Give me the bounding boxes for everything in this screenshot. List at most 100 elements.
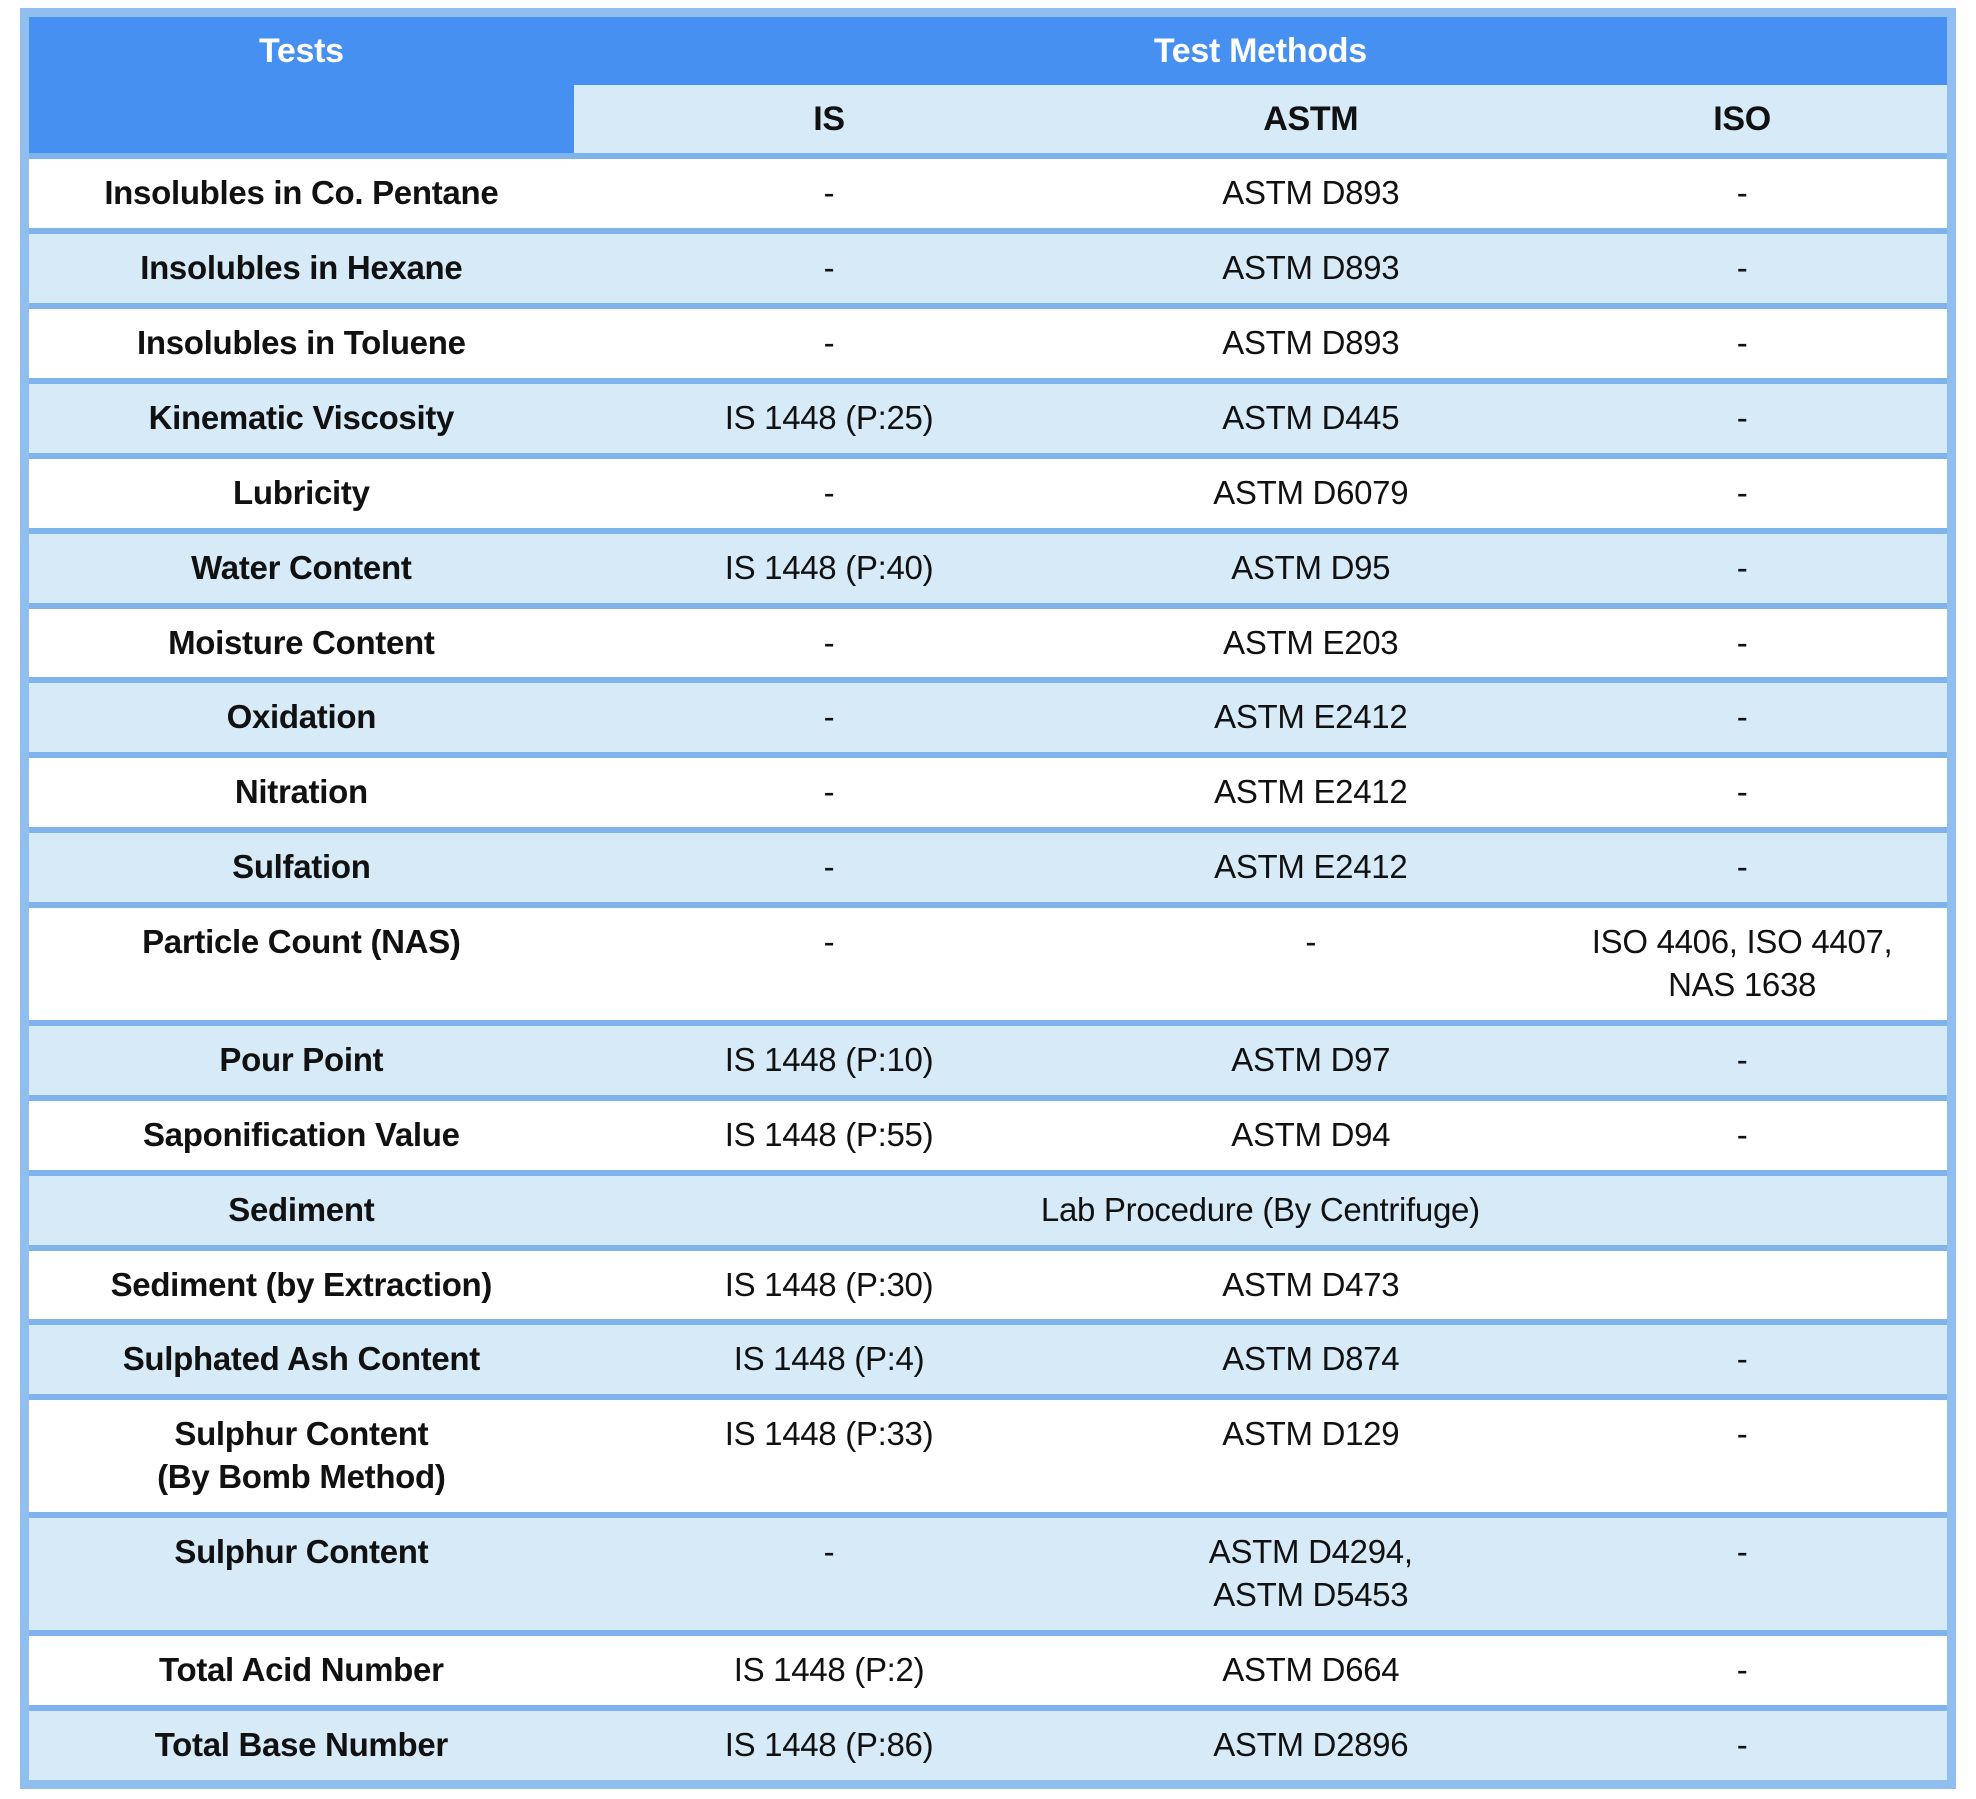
is-cell: -	[573, 452, 1085, 531]
is-cell: IS 1448 (P:4)	[573, 1319, 1085, 1398]
astm-cell: ASTM D94	[1084, 1094, 1538, 1173]
is-cell: -	[573, 677, 1085, 756]
table-row: Particle Count (NAS) - - ISO 4406, ISO 4…	[24, 902, 1952, 1023]
header-row-sub: IS ASTM ISO	[25, 85, 1952, 157]
table-row: Sulphur Content - ASTM D4294, ASTM D5453…	[24, 1512, 1952, 1633]
iso-cell: ISO 4406, ISO 4407, NAS 1638	[1537, 902, 1952, 1023]
iso-cell: -	[1537, 303, 1952, 381]
test-name-cell: Nitration	[24, 752, 574, 831]
table-row: Sulfation - ASTM E2412 -	[24, 827, 1952, 906]
iso-cell: -	[1537, 1094, 1952, 1173]
astm-cell: ASTM E2412	[1084, 677, 1538, 756]
table-row: Total Acid Number IS 1448 (P:2) ASTM D66…	[24, 1629, 1952, 1708]
iso-cell: -	[1537, 752, 1952, 831]
table-row: Sulphated Ash Content IS 1448 (P:4) ASTM…	[24, 1319, 1952, 1398]
table-row: Kinematic Viscosity IS 1448 (P:25) ASTM …	[24, 377, 1952, 456]
astm-cell: ASTM D445	[1084, 377, 1538, 456]
astm-cell: ASTM D664	[1084, 1629, 1538, 1708]
table-row: Saponification Value IS 1448 (P:55) ASTM…	[24, 1094, 1952, 1173]
iso-cell: -	[1537, 1629, 1952, 1708]
astm-cell: ASTM D473	[1084, 1244, 1538, 1323]
test-name-cell: Sulphated Ash Content	[24, 1319, 574, 1398]
table-row: Pour Point IS 1448 (P:10) ASTM D97 -	[24, 1019, 1952, 1098]
is-cell: -	[573, 228, 1085, 306]
test-name-cell: Insolubles in Hexane	[24, 228, 574, 306]
table-row: Insolubles in Co. Pentane - ASTM D893 -	[24, 153, 1952, 232]
astm-cell: ASTM D874	[1084, 1319, 1538, 1398]
iso-cell: -	[1537, 527, 1952, 606]
test-name-cell: Sulphur Content (By Bomb Method)	[24, 1394, 574, 1516]
header-tests: Tests	[24, 12, 574, 157]
iso-cell: -	[1537, 1394, 1952, 1516]
iso-cell: -	[1537, 1319, 1952, 1398]
iso-cell: -	[1537, 827, 1952, 906]
table-row: Nitration - ASTM E2412 -	[24, 752, 1952, 831]
is-cell: IS 1448 (P:25)	[573, 377, 1085, 456]
table-row: Oxidation - ASTM E2412 -	[24, 677, 1952, 756]
astm-cell: ASTM D893	[1084, 303, 1538, 381]
is-cell: -	[573, 752, 1085, 831]
astm-cell: ASTM D6079	[1084, 452, 1538, 531]
test-name-cell: Oxidation	[24, 677, 574, 756]
astm-cell: ASTM E2412	[1084, 752, 1538, 831]
is-cell: -	[573, 902, 1085, 1023]
is-cell: IS 1448 (P:10)	[573, 1019, 1085, 1098]
astm-cell: ASTM D95	[1084, 527, 1538, 606]
iso-cell: -	[1537, 1704, 1952, 1785]
is-cell: IS 1448 (P:86)	[573, 1704, 1085, 1785]
iso-cell: -	[1537, 452, 1952, 531]
test-name-cell: Kinematic Viscosity	[24, 377, 574, 456]
is-cell: IS 1448 (P:30)	[573, 1244, 1085, 1323]
header-test-methods: Test Methods	[573, 12, 1952, 86]
iso-cell: -	[1537, 1512, 1952, 1633]
is-cell: IS 1448 (P:33)	[573, 1394, 1085, 1516]
astm-cell: ASTM D4294, ASTM D5453	[1084, 1512, 1538, 1633]
table-row: Moisture Content - ASTM E203 -	[24, 602, 1952, 681]
astm-cell: ASTM D893	[1084, 228, 1538, 306]
test-name-cell: Insolubles in Toluene	[24, 303, 574, 381]
test-name-cell: Lubricity	[24, 452, 574, 531]
table-row: Sediment Lab Procedure (By Centrifuge)	[24, 1169, 1952, 1248]
test-name-cell: Total Base Number	[24, 1704, 574, 1785]
test-methods-table: Tests Test Methods IS ASTM ISO Insoluble…	[20, 8, 1956, 1789]
astm-cell: ASTM D129	[1084, 1394, 1538, 1516]
test-name-cell: Particle Count (NAS)	[24, 902, 574, 1023]
table-row: Water Content IS 1448 (P:40) ASTM D95 -	[24, 527, 1952, 606]
subheader-is: IS	[573, 85, 1085, 157]
test-name-cell: Pour Point	[24, 1019, 574, 1098]
table-row: Insolubles in Toluene - ASTM D893 -	[24, 303, 1952, 381]
iso-cell: -	[1537, 602, 1952, 681]
table-header: Tests Test Methods IS ASTM ISO	[24, 12, 1952, 157]
iso-cell: -	[1537, 377, 1952, 456]
table-row: Total Base Number IS 1448 (P:86) ASTM D2…	[24, 1704, 1952, 1785]
test-name-cell: Insolubles in Co. Pentane	[24, 153, 574, 232]
iso-cell: -	[1537, 153, 1952, 232]
table-row: Lubricity - ASTM D6079 -	[24, 452, 1952, 531]
astm-cell: ASTM E2412	[1084, 827, 1538, 906]
subheader-iso: ISO	[1537, 85, 1952, 157]
test-name-cell: Sulphur Content	[24, 1512, 574, 1633]
is-cell: -	[573, 827, 1085, 906]
is-cell: -	[573, 153, 1085, 232]
is-cell: -	[573, 303, 1085, 381]
table-body: Insolubles in Co. Pentane - ASTM D893 - …	[24, 153, 1952, 1785]
iso-cell: -	[1537, 228, 1952, 306]
is-cell: IS 1448 (P:40)	[573, 527, 1085, 606]
iso-cell	[1537, 1244, 1952, 1323]
table-row: Sediment (by Extraction) IS 1448 (P:30) …	[24, 1244, 1952, 1323]
is-cell: -	[573, 1512, 1085, 1633]
is-cell: IS 1448 (P:55)	[573, 1094, 1085, 1173]
is-cell: IS 1448 (P:2)	[573, 1629, 1085, 1708]
test-name-cell: Sediment (by Extraction)	[24, 1244, 574, 1323]
test-name-cell: Sulfation	[24, 827, 574, 906]
merged-method-cell: Lab Procedure (By Centrifuge)	[573, 1169, 1952, 1248]
subheader-astm: ASTM	[1084, 85, 1538, 157]
test-name-cell: Water Content	[24, 527, 574, 606]
iso-cell: -	[1537, 1019, 1952, 1098]
astm-cell: ASTM D893	[1084, 153, 1538, 232]
test-name-cell: Sediment	[24, 1169, 574, 1248]
table-row: Sulphur Content (By Bomb Method) IS 1448…	[24, 1394, 1952, 1516]
iso-cell: -	[1537, 677, 1952, 756]
is-cell: -	[573, 602, 1085, 681]
